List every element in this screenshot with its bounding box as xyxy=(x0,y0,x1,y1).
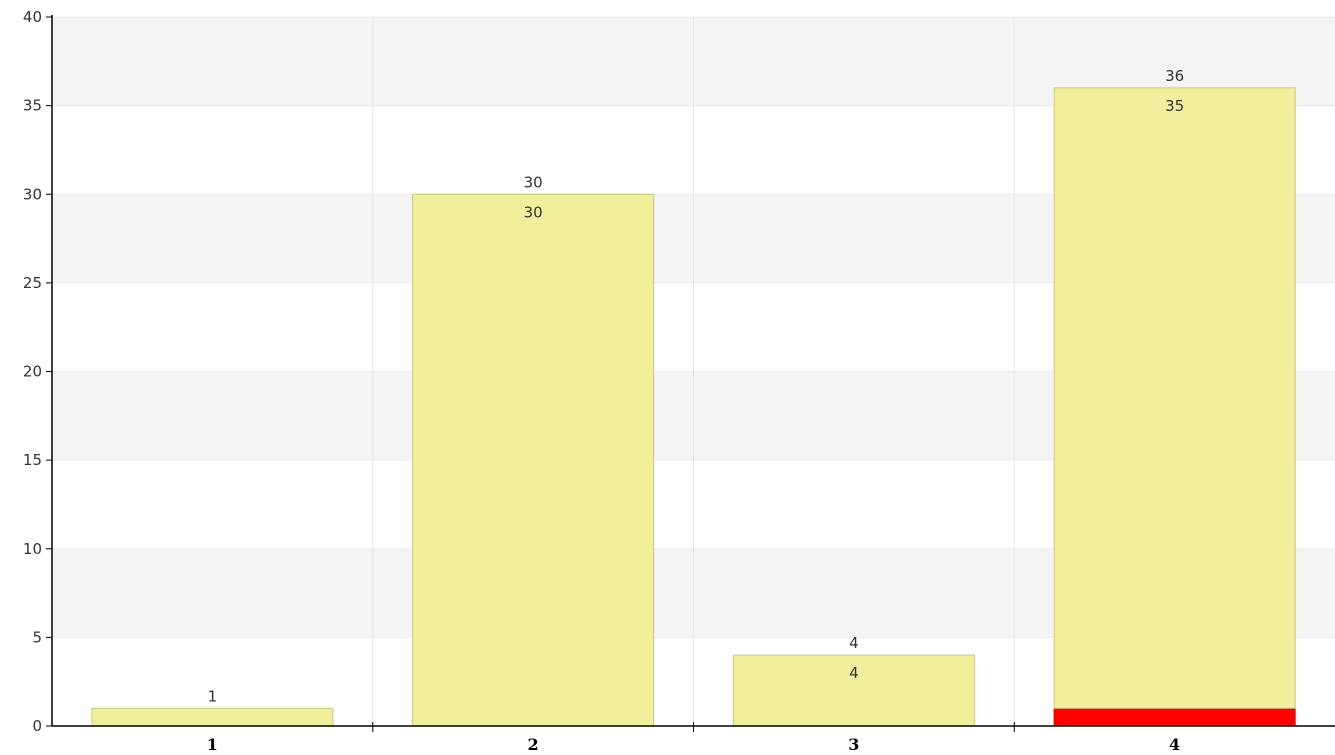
segment-label: 30 xyxy=(524,203,543,221)
x-tick-label: 3 xyxy=(848,735,859,754)
y-tick-label: 10 xyxy=(23,540,42,558)
bar-2-segment-1 xyxy=(412,193,655,727)
y-tick-label: 0 xyxy=(32,717,42,735)
y-tick-label: 15 xyxy=(23,451,42,469)
bars xyxy=(91,87,1296,727)
y-tick-label: 40 xyxy=(23,8,42,26)
data-labels: 1 30 30 4 4 36 35 xyxy=(208,67,1185,705)
y-axis-ticks: 0 5 10 15 20 25 30 35 40 xyxy=(23,8,52,735)
y-tick-label: 5 xyxy=(32,628,42,646)
x-tick-label: 4 xyxy=(1169,735,1180,754)
y-tick-label: 35 xyxy=(23,97,42,115)
y-tick-label: 25 xyxy=(23,274,42,292)
total-label: 1 xyxy=(208,687,218,705)
bar-4-segment-1 xyxy=(1053,87,1296,709)
bar-4-segment-0 xyxy=(1053,707,1296,727)
x-tick-label: 2 xyxy=(528,735,539,754)
total-label: 30 xyxy=(524,173,543,191)
y-tick-label: 20 xyxy=(23,363,42,381)
segment-label: 4 xyxy=(849,664,859,682)
total-label: 4 xyxy=(849,634,859,652)
vertical-gridlines xyxy=(372,17,1015,726)
segment-label: 35 xyxy=(1165,97,1184,115)
bar-1-segment-1 xyxy=(91,707,334,727)
total-label: 36 xyxy=(1165,67,1184,85)
x-axis-ticks: 1 2 3 4 xyxy=(207,722,1180,754)
y-tick-label: 30 xyxy=(23,185,42,203)
x-tick-label: 1 xyxy=(207,735,218,754)
bar-3-segment-1 xyxy=(732,654,975,727)
